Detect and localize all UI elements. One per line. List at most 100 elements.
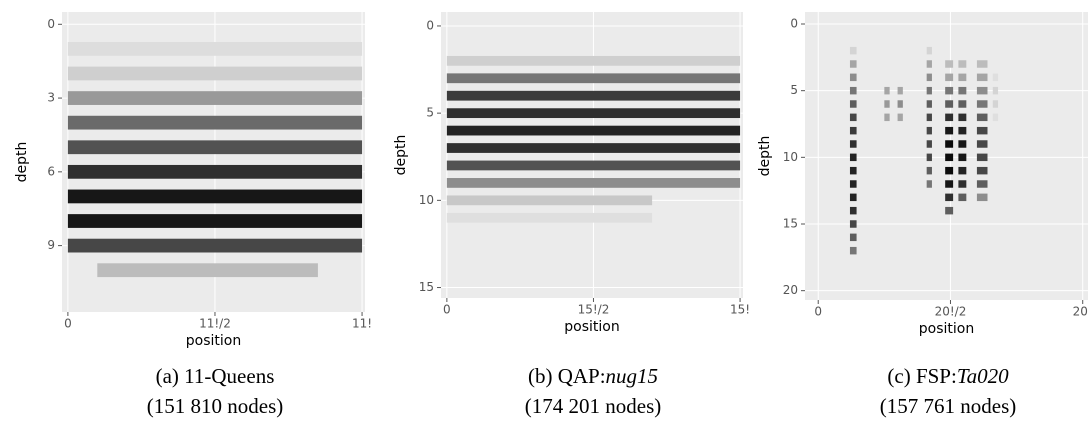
heat-cell — [884, 86, 890, 95]
heat-cell — [67, 66, 363, 81]
caption-instance: Ta020 — [957, 364, 1009, 388]
heat-cell — [67, 42, 363, 56]
heat-cell — [897, 113, 903, 122]
heat-cell — [67, 189, 363, 204]
heat-cell — [926, 60, 932, 68]
heat-cell — [446, 90, 741, 101]
heat-cell — [897, 100, 903, 108]
heat-cell — [446, 195, 653, 206]
x-axis-title: position — [919, 321, 974, 337]
heat-cell — [849, 153, 857, 162]
x-tick-label: 20! — [1073, 305, 1088, 319]
heat-cell — [446, 73, 741, 84]
y-axis-title: depth — [393, 135, 409, 176]
heat-cell — [97, 263, 318, 278]
heat-cell — [849, 100, 857, 108]
heat-cell — [849, 180, 857, 188]
x-tick-label: 0 — [443, 303, 451, 317]
heat-cell — [976, 153, 988, 162]
heat-cell — [958, 193, 967, 202]
heat-cell — [67, 164, 363, 179]
y-tick-label: 20 — [783, 283, 798, 297]
heat-cell — [976, 86, 988, 95]
heat-cell — [958, 166, 967, 175]
heat-cell — [67, 91, 363, 105]
heat-cell — [976, 113, 988, 122]
x-tick-label: 11! — [352, 317, 372, 331]
heat-cell — [958, 73, 967, 82]
caption: (a) 11-Queens — [156, 364, 275, 388]
heat-cell — [945, 193, 954, 202]
heat-cell — [926, 153, 932, 162]
heat-cell — [926, 73, 932, 82]
heat-cell — [945, 153, 954, 162]
y-tick-label: 0 — [47, 17, 55, 31]
heat-cell — [849, 60, 857, 68]
heat-cell — [67, 140, 363, 155]
heat-cell — [958, 180, 967, 188]
x-tick-label: 11!/2 — [199, 317, 231, 331]
heat-cell — [945, 113, 954, 122]
plot-background — [441, 12, 743, 298]
heat-cell — [446, 125, 741, 136]
heat-cell — [849, 233, 857, 242]
y-tick-label: 5 — [790, 83, 798, 97]
heat-cell — [926, 126, 932, 135]
heat-cell — [926, 140, 932, 148]
heat-cell — [849, 126, 857, 135]
caption-nodes: (174 201 nodes) — [525, 394, 661, 418]
heat-cell — [976, 100, 988, 108]
heat-cell — [849, 73, 857, 82]
heat-cell — [849, 86, 857, 95]
heat-cell — [67, 238, 363, 253]
x-tick-label: 0 — [814, 305, 822, 319]
x-tick-label: 20!/2 — [935, 305, 967, 319]
caption: (b) QAP:nug15 — [528, 364, 658, 388]
heat-cell — [945, 180, 954, 188]
heat-cell — [446, 143, 741, 153]
heat-cell — [446, 160, 741, 171]
x-tick-label: 15! — [730, 303, 750, 317]
heat-cell — [945, 100, 954, 108]
heat-cell — [67, 115, 363, 130]
panel: 0 5 10 15 20 0 20!/2 20! position depth (c) FSP:Ta… — [757, 12, 1088, 418]
caption-nodes: (157 761 nodes) — [880, 394, 1016, 418]
heat-cell — [67, 214, 363, 228]
x-axis-title: position — [186, 333, 241, 349]
caption-label: (a) 11-Queens — [156, 364, 275, 388]
heat-cell — [849, 46, 857, 55]
heat-cell — [958, 140, 967, 148]
y-tick-label: 10 — [419, 193, 434, 207]
heat-cell — [849, 113, 857, 122]
heat-cell — [849, 246, 857, 255]
caption-label: (b) QAP: — [528, 364, 606, 388]
heat-cell — [976, 193, 988, 202]
heat-cell — [884, 100, 890, 108]
heat-cell — [976, 166, 988, 175]
heat-cell — [976, 126, 988, 135]
heat-cell — [958, 153, 967, 162]
heat-cell — [958, 86, 967, 95]
y-axis-title: depth — [14, 142, 30, 183]
y-axis-title: depth — [757, 136, 773, 177]
heat-cell — [958, 113, 967, 122]
plot-background — [62, 12, 365, 312]
heat-cell — [897, 86, 903, 95]
x-tick-label: 0 — [64, 317, 72, 331]
heat-cell — [446, 108, 741, 119]
heat-cell — [992, 100, 999, 108]
heat-cell — [849, 206, 857, 215]
heat-cell — [992, 86, 999, 95]
caption-label: (c) FSP: — [887, 364, 956, 388]
heat-cell — [849, 140, 857, 148]
heat-cell — [958, 60, 967, 68]
y-tick-label: 5 — [426, 106, 434, 120]
heat-cell — [958, 100, 967, 108]
heat-cell — [884, 113, 890, 122]
heat-cell — [945, 60, 954, 68]
heat-cell — [446, 55, 741, 66]
heat-cell — [926, 180, 932, 188]
heat-cell — [926, 100, 932, 108]
heat-cell — [446, 212, 653, 223]
